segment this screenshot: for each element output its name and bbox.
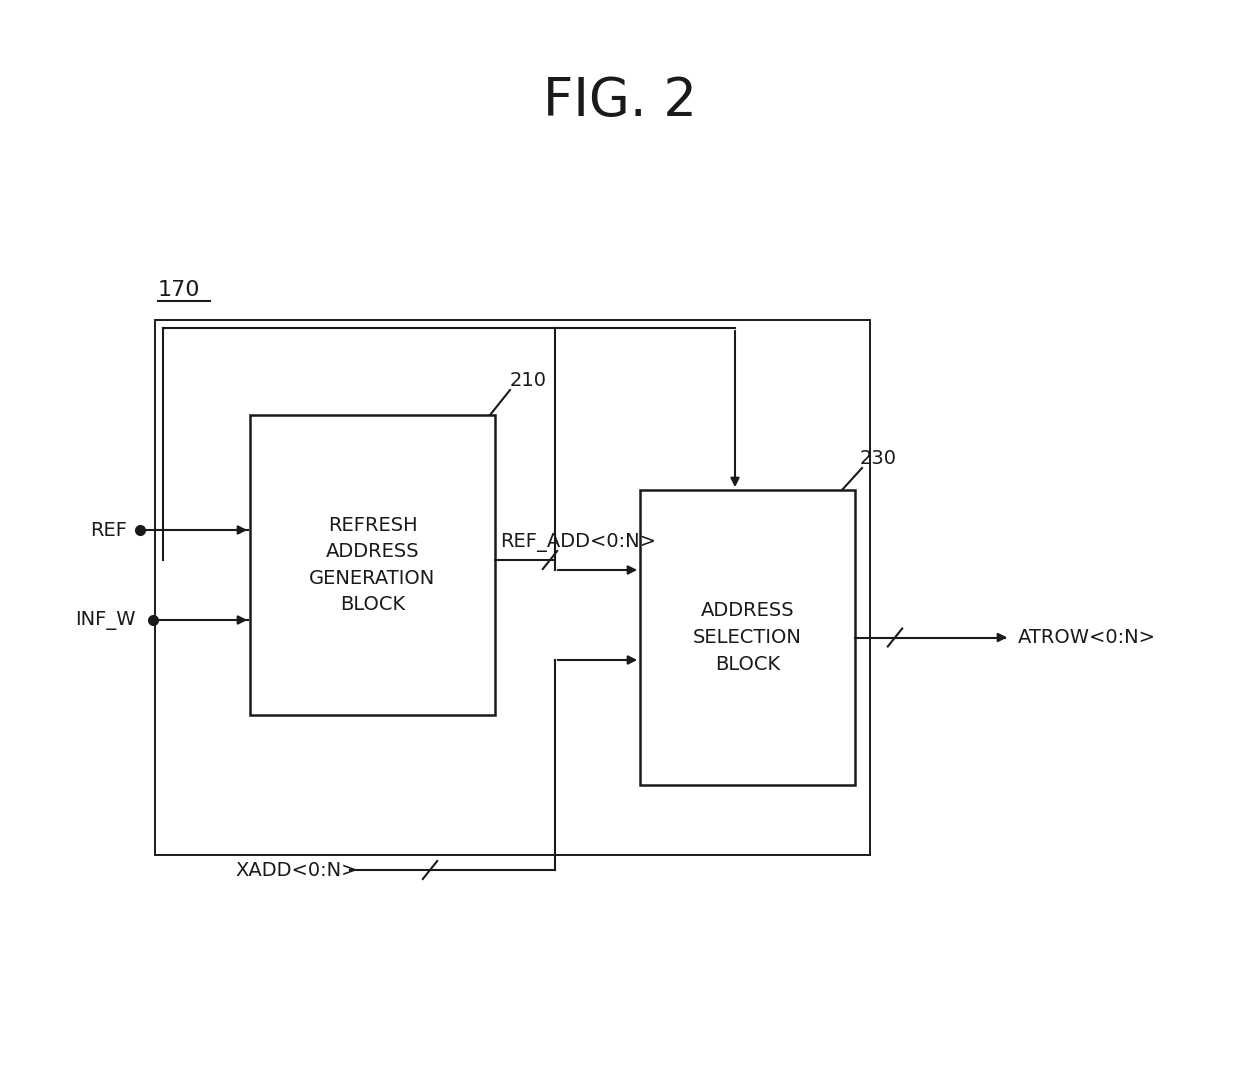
Text: XADD<0:N>: XADD<0:N> xyxy=(236,861,357,880)
Text: REF_ADD<0:N>: REF_ADD<0:N> xyxy=(500,532,656,552)
Text: 230: 230 xyxy=(861,449,897,468)
Bar xyxy=(155,320,870,855)
Text: ATROW<0:N>: ATROW<0:N> xyxy=(1018,628,1156,648)
Text: 170: 170 xyxy=(157,280,201,300)
Bar xyxy=(250,415,495,715)
Text: REF: REF xyxy=(91,521,126,540)
Text: ADDRESS
SELECTION
BLOCK: ADDRESS SELECTION BLOCK xyxy=(693,602,802,673)
Text: INF_W: INF_W xyxy=(74,610,135,629)
Text: FIG. 2: FIG. 2 xyxy=(543,75,697,127)
Text: REFRESH
ADDRESS
GENERATION
BLOCK: REFRESH ADDRESS GENERATION BLOCK xyxy=(309,515,435,615)
Text: 210: 210 xyxy=(510,371,547,390)
Bar xyxy=(640,490,856,785)
